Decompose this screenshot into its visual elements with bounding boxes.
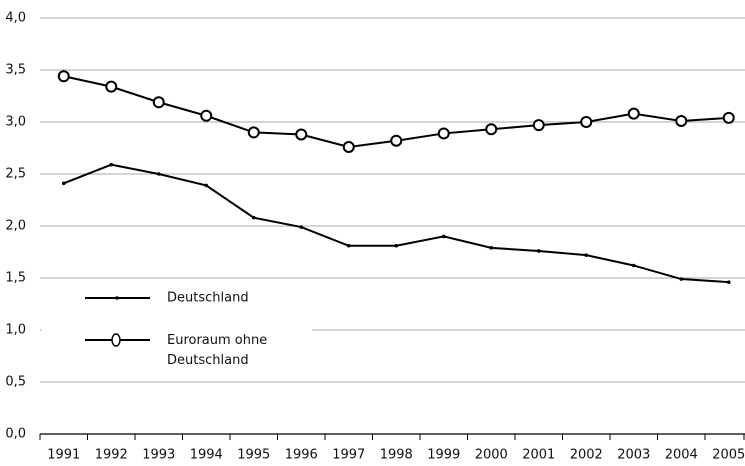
series-line [63,163,729,284]
x-tick-label: 1993 [142,448,175,463]
x-tick-label: 1991 [47,448,80,463]
point [536,249,541,253]
point [109,162,114,167]
y-tick-label: 1,0 [5,323,26,338]
point [200,109,213,122]
legend-label: Deutschland [167,291,249,306]
x-tick-label: 1999 [427,448,460,463]
point [631,263,636,268]
point [722,111,735,124]
point [57,70,70,83]
point [61,181,66,186]
point [532,119,545,132]
point [251,215,256,220]
y-tick-label: 3,0 [5,115,26,130]
point [485,123,498,136]
x-tick-label: 1992 [95,448,128,463]
point [679,277,684,281]
x-tick-label: 1995 [237,448,270,463]
point [580,116,593,128]
point [390,134,403,147]
x-tick-label: 2004 [665,448,698,463]
y-tick-label: 2,5 [5,167,26,182]
point [394,243,399,248]
point [299,225,304,229]
y-tick-label: 1,5 [5,271,26,286]
point [726,280,731,284]
point [105,80,118,93]
point [156,172,161,176]
point [295,128,308,141]
x-tick-label: 2002 [570,448,603,463]
point [627,107,640,120]
point [489,246,494,250]
x-tick-label: 1998 [380,448,413,463]
point [675,114,688,127]
legend-label: Euroraum ohne Deutschland [167,333,271,368]
point [584,253,589,257]
x-tick-label: 2003 [617,448,650,463]
point [346,243,351,248]
legend-marker [115,296,119,300]
point [204,183,209,188]
x-tick-label: 2005 [712,448,745,463]
legend-label-line: Deutschland [167,353,249,368]
x-tick-label: 1994 [190,448,223,463]
y-tick-label: 2,0 [5,219,26,234]
x-tick-label: 1996 [285,448,318,463]
point [247,126,260,139]
legend-label-line: Euroraum ohne [167,333,271,348]
x-tick-label: 2000 [475,448,508,463]
y-tick-label: 4,0 [5,11,26,26]
y-tick-label: 0,0 [5,427,26,442]
legend-marker [111,333,121,347]
y-tick-label: 3,5 [5,63,26,78]
point [437,127,450,140]
x-tick-label: 2001 [522,448,555,463]
point [152,96,165,109]
y-tick-label: 0,5 [5,375,26,390]
point [342,140,355,153]
x-tick-label: 1997 [332,448,365,463]
point [441,234,446,239]
